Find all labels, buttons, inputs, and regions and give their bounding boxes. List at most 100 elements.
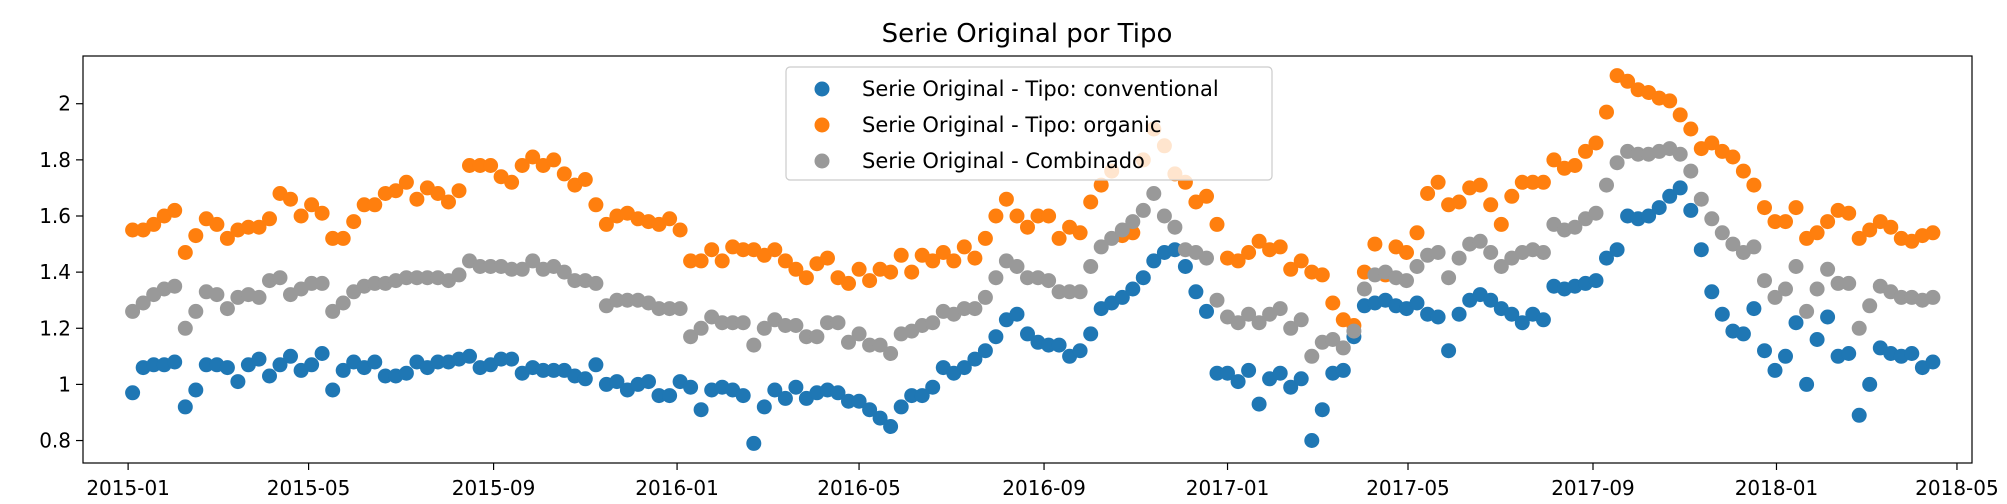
- data-point: [177, 399, 193, 415]
- data-point: [1651, 200, 1667, 216]
- data-point: [1251, 396, 1267, 412]
- data-point: [462, 158, 477, 173]
- data-point: [1693, 191, 1709, 207]
- data-point: [767, 242, 783, 258]
- data-point: [167, 202, 183, 218]
- data-point: [546, 362, 562, 378]
- data-point: [1167, 219, 1183, 235]
- data-point: [1504, 188, 1520, 204]
- data-point: [1851, 407, 1867, 423]
- data-point: [556, 166, 572, 182]
- data-point: [1757, 200, 1772, 216]
- data-point: [598, 216, 614, 232]
- data-point: [1809, 332, 1825, 347]
- data-point: [419, 270, 435, 286]
- data-point: [1578, 143, 1593, 159]
- data-point: [683, 329, 699, 345]
- data-point: [314, 275, 330, 291]
- data-point: [1030, 208, 1046, 224]
- data-point: [177, 320, 193, 336]
- data-point: [1451, 194, 1467, 210]
- data-point: [977, 289, 993, 305]
- data-point: [1051, 284, 1067, 300]
- data-point: [977, 343, 993, 359]
- data-point: [967, 301, 983, 317]
- data-point: [1209, 365, 1225, 381]
- data-point: [904, 388, 920, 404]
- data-point: [1767, 214, 1783, 230]
- data-point: [1535, 312, 1551, 328]
- data-point: [1399, 273, 1414, 289]
- data-point: [1209, 216, 1225, 232]
- data-point: [1199, 303, 1214, 319]
- x-tick-label: 2017-01: [1186, 476, 1270, 500]
- data-point: [125, 385, 141, 401]
- data-point: [1599, 104, 1614, 120]
- data-point: [293, 208, 309, 224]
- data-point: [1841, 275, 1857, 291]
- data-point: [272, 270, 288, 286]
- data-point: [1672, 146, 1688, 162]
- data-point: [1746, 239, 1762, 255]
- data-point: [1009, 259, 1025, 274]
- data-point: [1514, 315, 1530, 331]
- data-point: [714, 315, 730, 331]
- data-point: [1146, 253, 1162, 269]
- x-tick-label: 2016-01: [635, 476, 719, 500]
- data-point: [967, 250, 983, 266]
- legend-label: Serie Original - Tipo: organic: [862, 113, 1161, 137]
- data-point: [1672, 107, 1688, 123]
- data-point: [672, 301, 688, 317]
- data-point: [1093, 177, 1109, 193]
- data-point: [1441, 343, 1457, 359]
- data-point: [1304, 348, 1320, 364]
- data-point: [662, 211, 678, 227]
- data-point: [1483, 197, 1499, 213]
- data-point: [777, 318, 793, 333]
- data-point: [956, 360, 972, 376]
- data-point: [1588, 135, 1604, 151]
- data-point: [525, 149, 541, 165]
- data-point: [409, 191, 425, 207]
- data-point: [1799, 303, 1815, 319]
- data-point: [325, 303, 341, 319]
- data-point: [1704, 135, 1720, 151]
- data-point: [1041, 337, 1057, 353]
- data-point: [1767, 289, 1783, 305]
- data-point: [841, 393, 856, 409]
- data-point: [430, 354, 446, 370]
- axes-frame: [82, 55, 1973, 464]
- data-point: [883, 264, 899, 280]
- data-point: [451, 183, 467, 199]
- data-point: [535, 362, 551, 378]
- data-point: [177, 245, 193, 260]
- data-point: [493, 351, 509, 367]
- data-point: [788, 318, 804, 333]
- data-point: [1567, 219, 1583, 235]
- data-point: [1399, 245, 1414, 260]
- x-tick-label: 2015-05: [267, 476, 351, 500]
- x-tick-label: 2016-09: [1002, 476, 1086, 500]
- data-point: [1704, 211, 1720, 227]
- data-point: [1662, 188, 1678, 204]
- data-point: [262, 368, 277, 384]
- data-point: [1809, 281, 1825, 297]
- data-point: [1504, 306, 1520, 322]
- data-point: [1430, 174, 1446, 190]
- data-point: [1041, 273, 1057, 289]
- data-point: [1072, 284, 1088, 300]
- data-point: [588, 357, 604, 373]
- data-point: [1251, 315, 1267, 331]
- data-point: [619, 292, 635, 308]
- data-point: [514, 261, 530, 277]
- data-point: [851, 326, 867, 342]
- data-point: [820, 315, 835, 331]
- data-point: [125, 222, 141, 238]
- data-point: [1841, 346, 1857, 361]
- data-point: [1283, 320, 1299, 336]
- x-tick-label: 2015-01: [86, 476, 170, 500]
- data-point: [230, 374, 246, 390]
- data-point: [430, 186, 446, 201]
- data-point: [188, 303, 204, 319]
- data-point: [1662, 93, 1678, 109]
